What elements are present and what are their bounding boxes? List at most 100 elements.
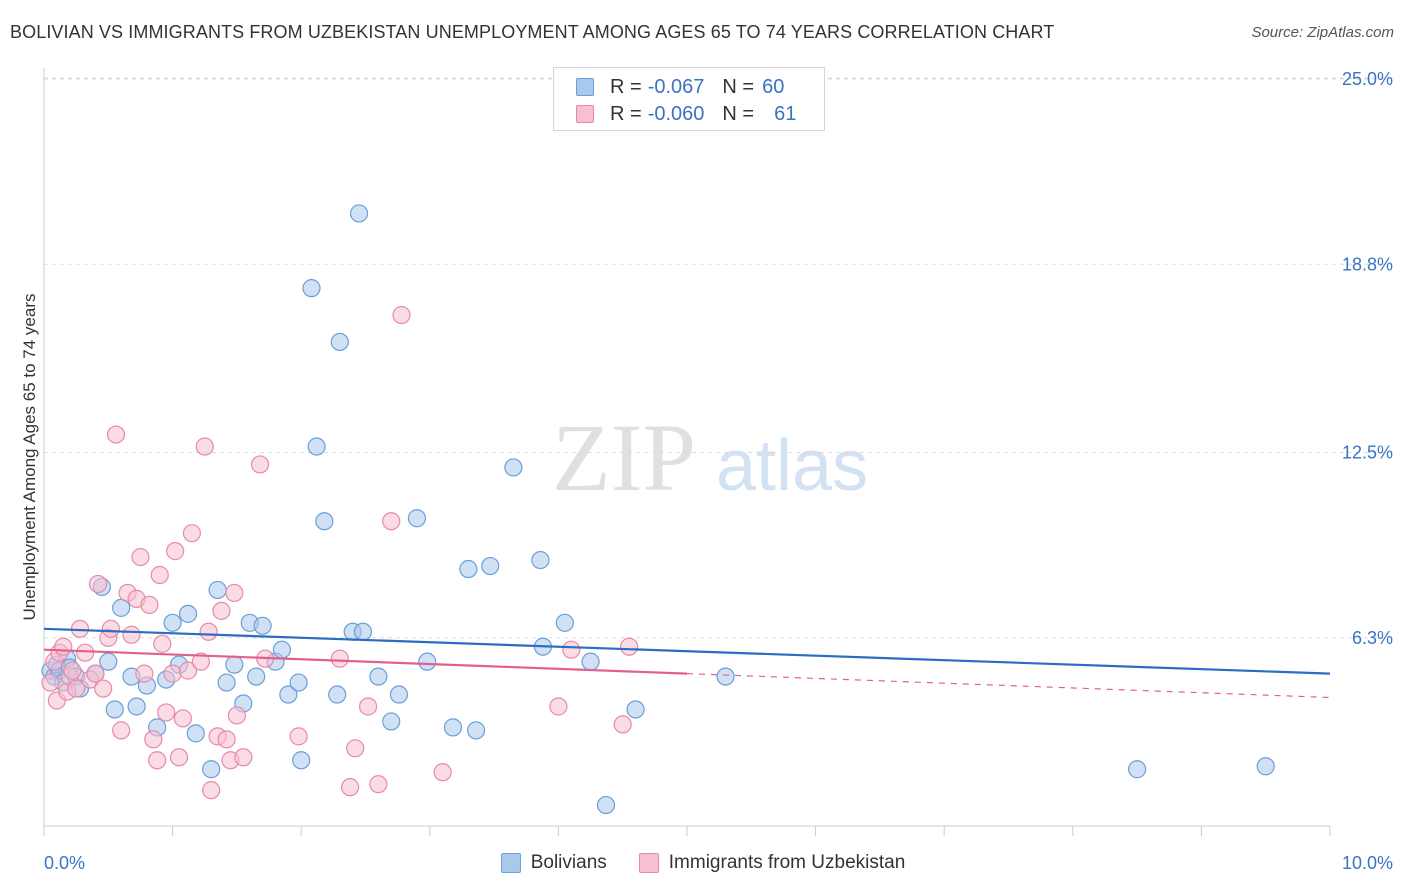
bolivian-point xyxy=(596,795,616,815)
bolivian-point xyxy=(315,512,334,531)
bolivian-point xyxy=(555,613,574,632)
x-tick-label: 10.0% xyxy=(1342,853,1393,873)
uzbekistan-point xyxy=(549,697,568,716)
legend-item-label: Bolivians xyxy=(530,852,607,873)
bolivian-point xyxy=(1127,760,1147,779)
bolivian-point xyxy=(626,700,645,719)
uzbekistan-point xyxy=(169,748,189,767)
uzbekistan-point xyxy=(340,778,360,797)
legend-r-value: -0.067 xyxy=(647,75,705,98)
legend-n-value: 61 xyxy=(774,102,797,125)
watermark-atlas: atlas xyxy=(716,426,868,506)
data-points xyxy=(41,204,1275,815)
uzbekistan-point xyxy=(212,601,231,620)
legend-n-label: N = xyxy=(722,102,755,125)
bolivian-point xyxy=(292,751,311,770)
uzbekistan-point xyxy=(150,565,169,585)
uzbekistan-point xyxy=(433,763,452,782)
bolivian-point xyxy=(112,598,131,617)
uzbekistan-point xyxy=(358,697,378,716)
bolivian-point xyxy=(330,332,349,352)
legend-item-bolivians[interactable]: Bolivians xyxy=(500,852,607,874)
uzbekistan-point xyxy=(153,634,172,653)
y-tick-label: 18.8% xyxy=(1342,254,1393,274)
uzbekistan-point xyxy=(166,542,185,561)
uzbekistan-point xyxy=(157,703,176,722)
bolivian-point xyxy=(302,279,321,298)
bolivian-point xyxy=(127,697,146,716)
uzbekistan-point xyxy=(330,649,349,668)
uzbekistan-point xyxy=(63,661,82,680)
bolivian-point xyxy=(531,550,550,570)
uzbekistan-point xyxy=(140,595,159,614)
uzbekistan-trend-line-dashed xyxy=(686,673,1331,699)
uzbekistan-point xyxy=(217,730,236,749)
bolivian-point xyxy=(99,652,118,671)
uzbekistan-point xyxy=(234,748,253,767)
uzbekistan-point xyxy=(346,739,365,758)
legend-n-value: 60 xyxy=(762,75,785,98)
bolivian-point xyxy=(389,685,409,704)
uzbekistan-point xyxy=(191,652,210,671)
y-tick-label: 6.3% xyxy=(1352,628,1393,648)
uzbekistan-point xyxy=(182,524,201,543)
bolivian-point xyxy=(178,604,198,623)
bolivian-point xyxy=(225,655,244,674)
legend-item-uzbekistan[interactable]: Immigrants from Uzbekistan xyxy=(638,852,906,874)
uzbekistan-point xyxy=(135,664,154,683)
uzbekistan-point xyxy=(86,664,105,683)
uzbekistan-point xyxy=(173,709,192,728)
bolivian-point xyxy=(349,204,369,223)
uzbekistan-point xyxy=(163,664,182,683)
legend-r-label: R = xyxy=(610,102,642,125)
bolivian-point xyxy=(382,712,401,731)
uzbekistan-point xyxy=(76,643,95,662)
uzbekistan-point xyxy=(144,730,163,749)
y-axis-label: Unemployment Among Ages 65 to 74 years xyxy=(20,293,39,621)
y-tick-label: 25.0% xyxy=(1342,69,1393,89)
bolivian-trend-line xyxy=(43,627,1331,675)
bolivian-point xyxy=(328,685,347,704)
uzbekistan-point xyxy=(225,583,244,603)
bolivian-point xyxy=(459,559,478,579)
bolivian-point xyxy=(418,652,437,671)
bolivian-point xyxy=(247,667,266,686)
bolivian-point xyxy=(466,721,486,740)
uzbekistan-trend-line xyxy=(43,648,688,675)
grid-lines xyxy=(44,77,1396,639)
uzbekistan-point xyxy=(112,721,131,740)
uzbekistan-point xyxy=(382,512,401,531)
bolivian-point xyxy=(163,613,182,632)
bolivian-point xyxy=(504,458,523,477)
uzbekistan-point xyxy=(202,781,221,800)
watermark-zip: ZIP xyxy=(552,404,696,511)
bolivian-point xyxy=(581,652,600,671)
uzbekistan-point xyxy=(122,625,141,644)
bolivian-point xyxy=(253,616,272,635)
bolivian-point xyxy=(369,667,388,686)
trend-lines xyxy=(43,627,1331,699)
axes xyxy=(43,68,1331,836)
uzbekistan-point xyxy=(613,715,632,734)
uzbekistan-point xyxy=(94,679,113,698)
bolivian-point xyxy=(272,640,292,659)
bolivian-point xyxy=(1256,757,1275,776)
blue-swatch-icon xyxy=(576,78,594,96)
bolivian-point xyxy=(307,437,326,456)
uzbekistan-point xyxy=(148,751,167,770)
bolivian-point xyxy=(217,673,236,692)
uzbekistan-point xyxy=(67,679,86,698)
legend-item-label: Immigrants from Uzbekistan xyxy=(668,852,906,873)
chart-title: BOLIVIAN VS IMMIGRANTS FROM UZBEKISTAN U… xyxy=(10,22,1055,42)
uzbekistan-point xyxy=(250,455,270,474)
uzbekistan-point xyxy=(195,437,214,456)
legend-row-uzbekistan: R = -0.060 N = 61 xyxy=(576,101,796,127)
uzbekistan-point xyxy=(106,425,126,444)
bolivian-point xyxy=(279,685,298,704)
correlation-legend: R = -0.067 N = 60 R = -0.060 N = 61 xyxy=(553,67,825,131)
uzbekistan-point xyxy=(369,775,388,794)
bolivian-point xyxy=(443,718,463,737)
bolivian-point xyxy=(716,667,735,686)
bolivian-point xyxy=(353,622,373,641)
